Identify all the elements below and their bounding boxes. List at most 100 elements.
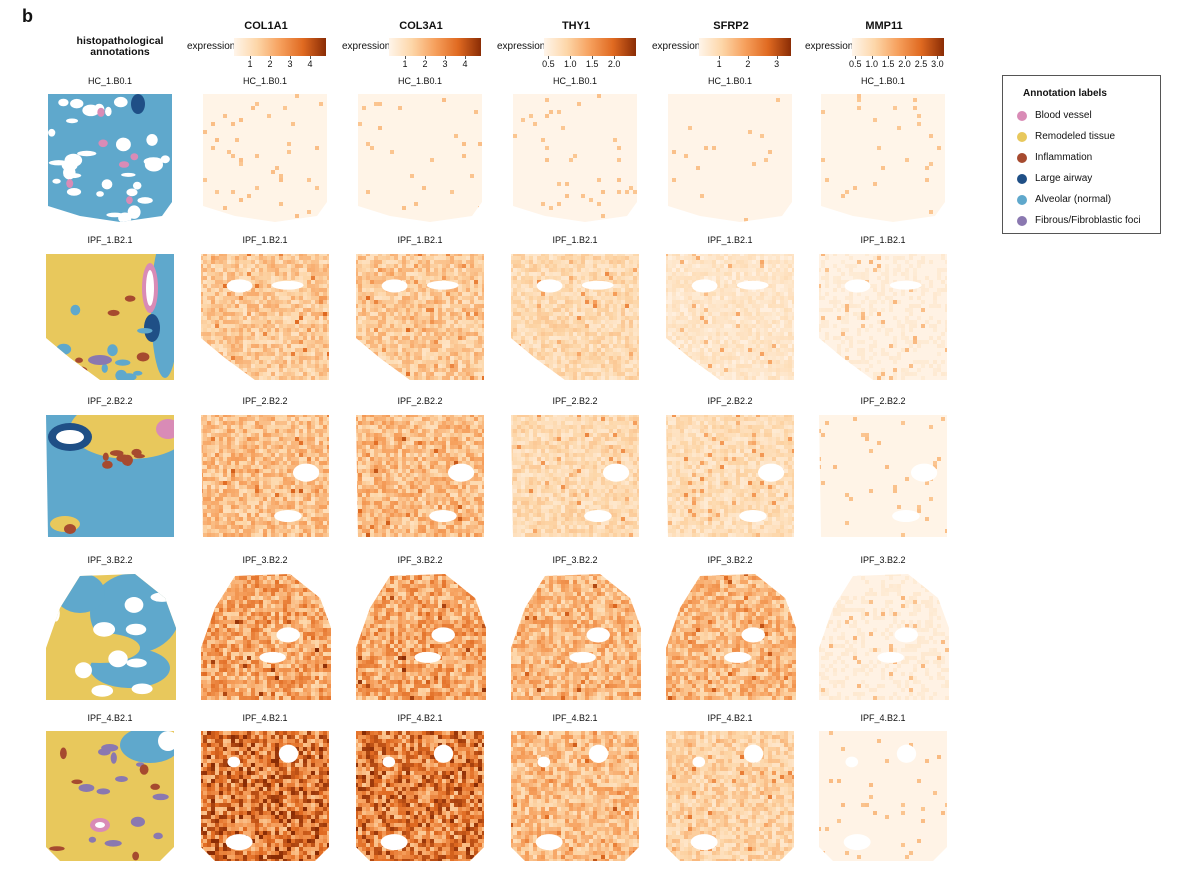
- expression-spot: [410, 356, 414, 360]
- expression-map-thy1-IPF_1.B2.1: [511, 248, 639, 380]
- expression-spot: [195, 376, 199, 380]
- expression-spot: [323, 364, 327, 368]
- expression-spot: [593, 312, 597, 316]
- expression-spot: [470, 380, 474, 384]
- expression-spot: [442, 98, 446, 102]
- expression-spot: [684, 324, 688, 328]
- expression-spot: [299, 380, 303, 384]
- expression-spot: [768, 150, 772, 154]
- expression-spot: [549, 300, 553, 304]
- expression-spot: [303, 280, 307, 284]
- colorbar-tick-mark: [719, 56, 721, 59]
- expression-spot: [458, 340, 462, 344]
- expression-spot: [251, 292, 255, 296]
- expression-spot: [287, 276, 291, 280]
- expression-spot: [688, 300, 692, 304]
- expression-spot: [279, 260, 283, 264]
- expression-spot: [307, 356, 311, 360]
- expression-spot: [613, 336, 617, 340]
- expression-spot: [712, 316, 716, 320]
- expression-spot: [251, 276, 255, 280]
- expression-spot: [796, 356, 800, 360]
- expression-spot: [597, 344, 601, 348]
- expression-spot: [287, 344, 291, 348]
- expression-spot: [211, 312, 215, 316]
- blood-vessel-region: [126, 196, 133, 205]
- expression-spot: [545, 332, 549, 336]
- expression-spot: [239, 308, 243, 312]
- expression-spot: [553, 320, 557, 324]
- expression-spot: [418, 344, 422, 348]
- expression-spot: [382, 316, 386, 320]
- expression-spot: [529, 356, 533, 360]
- expression-spot: [917, 260, 921, 264]
- colorbar-tick-mark: [888, 56, 890, 59]
- expression-spot: [478, 336, 482, 340]
- expression-spot: [597, 248, 601, 252]
- expression-spot: [601, 320, 605, 324]
- expression-spot: [267, 254, 271, 256]
- expression-spot: [462, 288, 466, 292]
- expression-spot: [442, 356, 446, 360]
- expression-spot: [402, 254, 406, 256]
- colorbar-tick-label: 2: [745, 59, 750, 69]
- expression-spot: [553, 300, 557, 304]
- expression-spot: [764, 280, 768, 284]
- expression-spot: [406, 380, 410, 384]
- expression-spot: [756, 352, 760, 356]
- expression-spot: [446, 256, 450, 260]
- expression-spot: [533, 304, 537, 308]
- expression-spot: [223, 308, 227, 312]
- expression-spot: [748, 312, 752, 316]
- expression-spot: [366, 360, 370, 364]
- expression-spot: [945, 206, 949, 210]
- expression-spot: [263, 300, 267, 304]
- expression-spot: [704, 380, 708, 384]
- expression-spot: [231, 154, 235, 158]
- expression-spot: [458, 352, 462, 356]
- expression-spot: [283, 296, 287, 300]
- expression-spot: [788, 360, 792, 364]
- expression-spot: [780, 254, 784, 256]
- expression-spot: [637, 166, 641, 170]
- expression-spot: [398, 324, 402, 328]
- expression-spot: [511, 268, 513, 272]
- expression-spot: [589, 260, 593, 264]
- expression-spot: [402, 372, 406, 376]
- expression-spot: [796, 248, 800, 252]
- expression-spot: [307, 288, 311, 292]
- expression-spot: [513, 296, 517, 300]
- expression-spot: [478, 324, 482, 328]
- expression-spot: [422, 260, 426, 264]
- expression-spot: [764, 340, 768, 344]
- expression-spot: [740, 376, 744, 380]
- expression-spot: [223, 316, 227, 320]
- expression-spot: [402, 260, 406, 264]
- expression-spot: [585, 356, 589, 360]
- expression-spot: [283, 256, 287, 260]
- expression-spot: [315, 376, 319, 380]
- expression-spot: [251, 328, 255, 332]
- expression-spot: [203, 260, 207, 264]
- expression-spot: [700, 268, 704, 272]
- expression-spot: [275, 272, 279, 276]
- airspace-gap: [113, 96, 128, 108]
- expression-map-col3a1-HC_1.B0.1: [358, 94, 482, 222]
- expression-tile: [505, 248, 645, 384]
- expression-spot: [666, 288, 668, 292]
- expression-spot: [664, 248, 668, 252]
- expression-spot: [577, 356, 581, 360]
- expression-spot: [410, 260, 414, 264]
- expression-spot: [370, 356, 374, 360]
- expression-spot: [362, 292, 366, 296]
- expression-spot: [597, 202, 601, 206]
- expression-spot: [637, 316, 639, 320]
- expression-spot: [660, 276, 664, 280]
- expression-spot: [470, 356, 474, 360]
- expression-spot: [283, 336, 287, 340]
- expression-spot: [356, 284, 358, 288]
- expression-spot: [692, 272, 696, 276]
- expression-spot: [708, 380, 712, 384]
- expression-spot: [633, 356, 637, 360]
- expression-spot: [374, 292, 378, 296]
